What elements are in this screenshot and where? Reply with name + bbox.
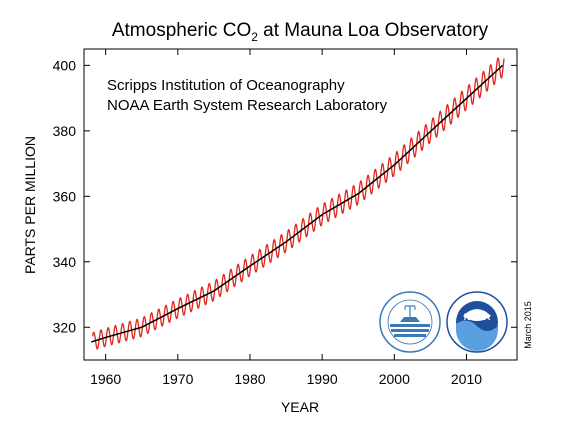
annual-trend-line [90,64,504,343]
y-axis-title: PARTS PER MILLION [22,136,38,274]
plot-frame [83,48,518,361]
y-tick-label: 360 [53,188,77,204]
y-tick-label: 340 [53,254,77,270]
scripps-seal-logo [379,291,441,353]
x-tick-label: 1970 [162,371,193,387]
x-tick-label: 1990 [307,371,338,387]
y-tick-label: 380 [53,123,77,139]
title-subscript: 2 [251,30,258,44]
x-tick-label: 2010 [451,371,482,387]
annotation-scripps: Scripps Institution of Oceanography [107,77,345,94]
chart-title: Atmospheric CO2 at Mauna Loa Observatory [112,20,489,44]
x-axis-ticks: 1960 1970 1980 1990 2000 2010 [90,49,482,387]
noaa-logo: NOAA [446,291,508,353]
x-tick-label: 1960 [90,371,121,387]
x-tick-label: 1980 [234,371,265,387]
date-stamp: March 2015 [523,301,533,349]
title-rest: at Mauna Loa Observatory [258,20,489,41]
x-axis-title: YEAR [281,399,319,415]
y-tick-label: 400 [53,57,77,73]
y-tick-label: 320 [53,319,77,335]
monthly-co2-line [92,57,505,350]
svg-text:NOAA: NOAA [464,312,491,322]
series-layer [90,57,505,350]
x-tick-label: 2000 [379,371,410,387]
annotation-noaa: NOAA Earth System Research Laboratory [107,97,388,114]
title-main: Atmospheric CO [112,20,251,41]
y-axis-ticks: 320 340 360 380 400 [53,57,517,335]
